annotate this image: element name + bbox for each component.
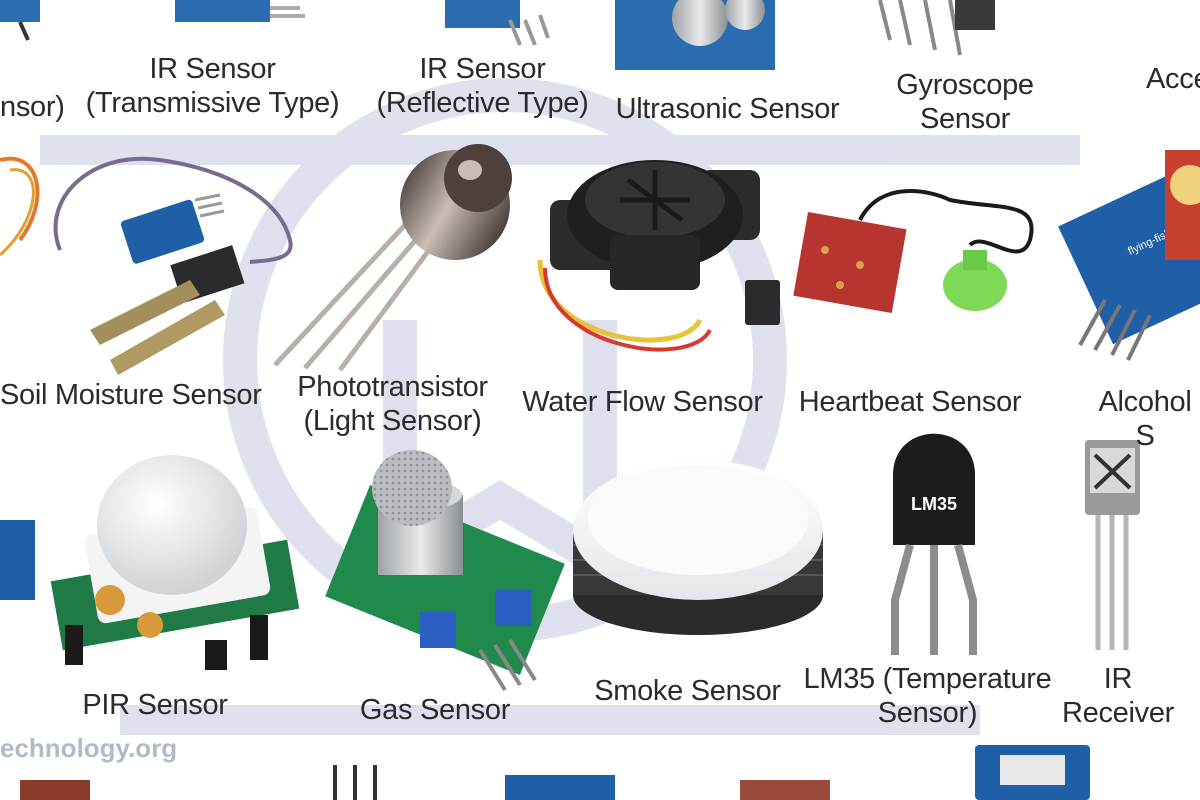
label-accelerometer-partial: Acce	[1146, 63, 1200, 95]
smoke-sensor-image	[573, 460, 823, 635]
label-heartbeat-sensor: Heartbeat Sensor	[798, 386, 1022, 418]
ir-receiver-image	[1085, 440, 1140, 650]
soil-moisture-sensor-image	[0, 156, 293, 375]
pir-sensor-image	[50, 455, 300, 670]
lm35-image: LM35	[891, 433, 977, 655]
chip-marking: LM35	[911, 494, 957, 514]
label-ir-sensor-transmissive: IR Sensor (Transmissive Type)	[85, 53, 340, 119]
label-water-flow-sensor: Water Flow Sensor	[522, 386, 763, 418]
label-gyroscope-sensor: Gyroscope Sensor	[896, 69, 1034, 135]
label-smoke-sensor: Smoke Sensor	[594, 675, 781, 707]
top-row-modules	[0, 0, 995, 70]
label-partial-sensor: nsor)	[0, 91, 65, 123]
gas-sensor-image	[325, 450, 565, 692]
label-alcohol-sensor-partial: Alcohol S	[1098, 386, 1192, 452]
label-ir-receiver: IR Receiver	[1061, 663, 1175, 729]
bottom-row-modules	[20, 745, 1090, 800]
label-soil-moisture-sensor: Soil Moisture Sensor	[0, 379, 262, 411]
watermark-text: echnology.org	[0, 733, 178, 763]
label-pir-sensor: PIR Sensor	[82, 689, 228, 721]
label-ultrasonic-sensor: Ultrasonic Sensor	[615, 93, 840, 125]
partial-module-left	[0, 520, 35, 600]
label-phototransistor: Phototransistor (Light Sensor)	[297, 371, 488, 437]
heartbeat-sensor-image	[793, 189, 1034, 314]
alcohol-sensor-image: flying-fish	[1058, 150, 1200, 361]
phototransistor-image	[273, 144, 512, 372]
label-gas-sensor: Gas Sensor	[359, 694, 511, 726]
label-ir-sensor-reflective: IR Sensor (Reflective Type)	[376, 53, 589, 119]
label-lm35-temperature-sensor: LM35 (Temperature Sensor)	[803, 663, 1052, 729]
water-flow-sensor-image	[537, 160, 780, 352]
